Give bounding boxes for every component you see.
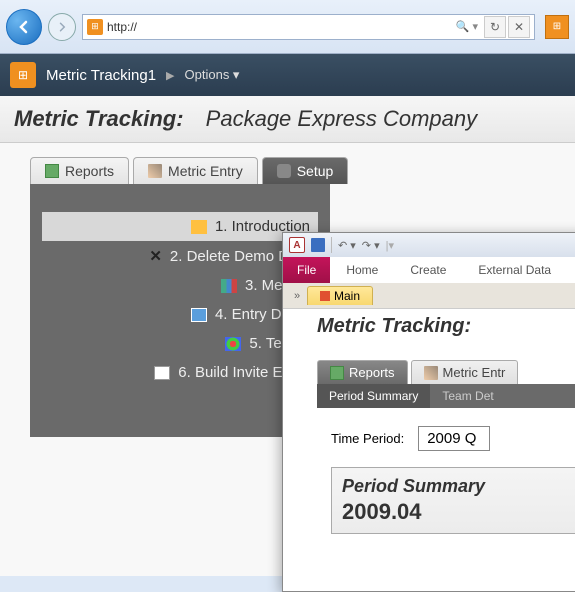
bars-icon	[221, 279, 237, 293]
setup-item-metrics[interactable]: 3. Metrics	[50, 271, 310, 300]
arrow-left-icon	[16, 19, 32, 35]
access-tab-reports[interactable]: Reports	[317, 360, 408, 384]
form-icon	[320, 291, 330, 301]
browser-tab-icon[interactable]: ⊞	[545, 15, 569, 39]
time-period-label: Time Period:	[331, 431, 404, 446]
site-favicon-icon: ⊞	[87, 19, 103, 35]
calendar-icon	[191, 308, 207, 322]
x-icon: ✕	[149, 247, 162, 265]
document-icon	[45, 164, 59, 178]
period-summary-title: Period Summary	[342, 476, 575, 497]
page-title: Metric Tracking: Package Express Company	[14, 106, 561, 132]
tab-reports[interactable]: Reports	[30, 157, 129, 184]
breadcrumb-title[interactable]: Metric Tracking1	[46, 67, 156, 84]
browser-forward-button[interactable]	[48, 13, 76, 41]
access-tab-metric-entry[interactable]: Metric Entr	[411, 360, 519, 384]
setup-item-invite-email[interactable]: 6. Build Invite Email	[50, 358, 310, 387]
period-summary-box: Period Summary 2009.04	[331, 467, 575, 534]
mail-icon	[154, 366, 170, 380]
setup-item-entry-dates[interactable]: 4. Entry Dates	[50, 300, 310, 329]
app-logo-icon: ⊞	[10, 62, 36, 88]
ribbon-home[interactable]: Home	[330, 257, 394, 283]
ribbon-file[interactable]: File	[283, 257, 330, 283]
search-dropdown-icon[interactable]: 🔍 ▾	[452, 20, 482, 33]
period-summary-value: 2009.04	[342, 499, 575, 525]
refresh-button[interactable]: ↻	[484, 16, 506, 38]
people-icon	[225, 337, 241, 351]
access-window: A ↶ ▾ ↷ ▾ |▾ File Home Create External D…	[282, 232, 575, 592]
tab-metric-entry[interactable]: Metric Entry	[133, 157, 258, 184]
document-icon	[330, 366, 344, 380]
save-button[interactable]	[311, 238, 325, 252]
subtab-team-detail[interactable]: Team Det	[430, 384, 505, 408]
breadcrumb-separator-icon: ▶	[166, 69, 174, 82]
gear-icon	[277, 164, 291, 178]
pencil-icon	[424, 366, 438, 380]
access-app-icon: A	[289, 237, 305, 253]
arrow-right-icon	[56, 21, 68, 33]
setup-item-teams[interactable]: 5. Teams	[50, 329, 310, 358]
stop-button[interactable]: ✕	[508, 16, 530, 38]
access-page-title: Metric Tracking:	[283, 309, 575, 352]
redo-button[interactable]: ↷ ▾	[362, 239, 380, 252]
undo-button[interactable]: ↶ ▾	[338, 239, 356, 252]
nav-pane-toggle[interactable]: »	[287, 290, 307, 302]
ribbon-create[interactable]: Create	[394, 257, 462, 283]
time-period-select[interactable]: 2009 Q	[418, 426, 490, 451]
ribbon-external-data[interactable]: External Data	[462, 257, 567, 283]
note-icon	[191, 220, 207, 234]
tab-setup[interactable]: Setup	[262, 157, 349, 184]
document-tab-main[interactable]: Main	[307, 286, 373, 305]
browser-back-button[interactable]	[6, 9, 42, 45]
setup-item-delete-demo[interactable]: ✕2. Delete Demo Data	[50, 241, 310, 271]
subtab-period-summary[interactable]: Period Summary	[317, 384, 430, 408]
setup-item-introduction[interactable]: 1. Introduction	[42, 212, 318, 241]
pencil-icon	[148, 164, 162, 178]
options-menu[interactable]: Options ▾	[185, 67, 240, 83]
url-input[interactable]	[107, 20, 448, 34]
address-bar[interactable]: ⊞ 🔍 ▾ ↻ ✕	[82, 14, 535, 40]
